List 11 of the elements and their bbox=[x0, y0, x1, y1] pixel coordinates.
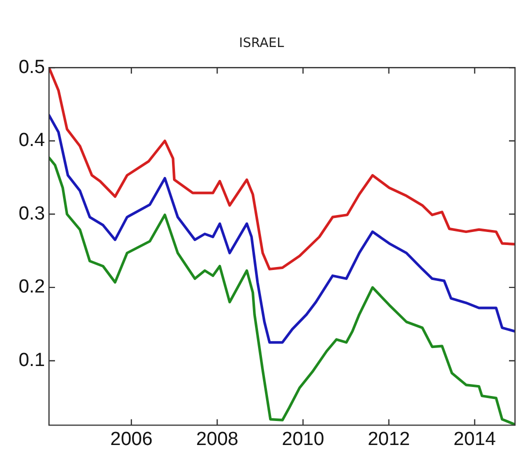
y-tick-label: 0.4 bbox=[18, 130, 46, 152]
x-tick-label: 2008 bbox=[196, 428, 238, 450]
x-tick-label: 2014 bbox=[454, 428, 496, 450]
y-tick-label: 0.1 bbox=[18, 350, 45, 371]
chart-title: ISRAEL bbox=[239, 36, 285, 52]
y-tick-label: 0.5 bbox=[18, 56, 45, 78]
y-tick-label: 0.2 bbox=[18, 276, 45, 298]
x-tick-label: 2012 bbox=[368, 428, 410, 450]
x-tick-label: 2006 bbox=[110, 428, 153, 450]
x-tick-label: 2010 bbox=[282, 428, 324, 450]
y-tick-label: 0.3 bbox=[18, 203, 45, 224]
